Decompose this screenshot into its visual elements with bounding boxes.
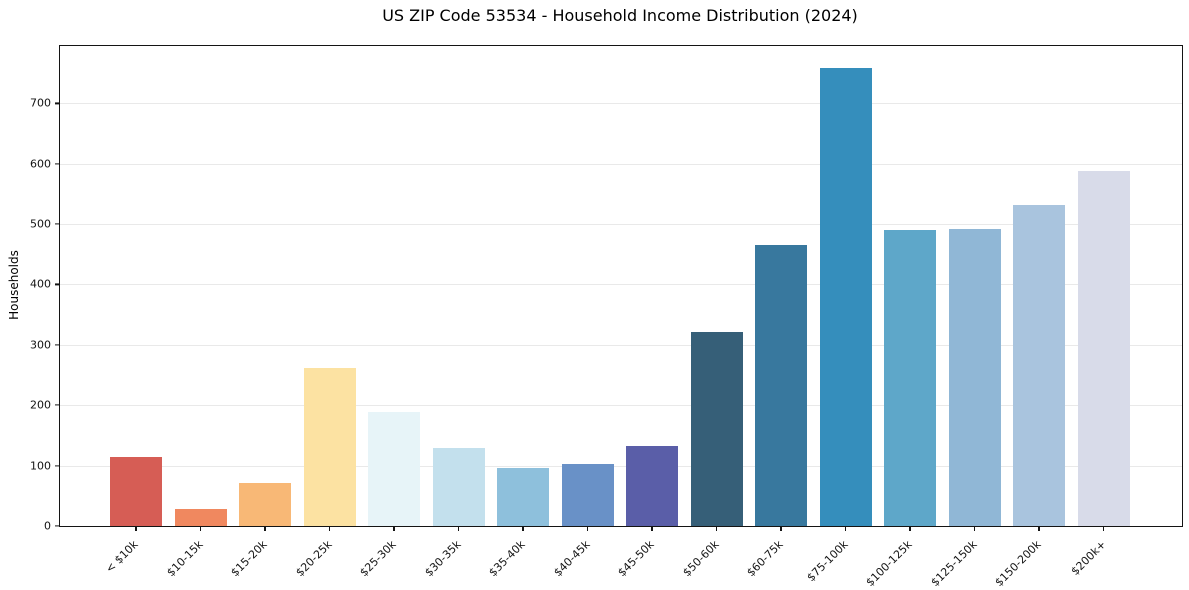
x-tick-mark (715, 526, 718, 531)
x-tick-mark (1038, 526, 1040, 531)
y-tick-label: 100 (30, 459, 51, 473)
bar (174, 508, 227, 526)
y-tick-mark (55, 465, 60, 467)
y-tick-mark (55, 223, 60, 225)
bar (755, 244, 807, 526)
y-tick-mark (55, 102, 60, 104)
chart-title: US ZIP Code 53534 - Household Income Dis… (382, 6, 858, 25)
x-tick-mark (135, 526, 137, 531)
y-tick-label: 200 (30, 398, 51, 412)
bar (948, 228, 1001, 526)
bar (303, 367, 356, 526)
y-tick-label: 500 (30, 217, 51, 231)
y-tick-label: 0 (44, 519, 51, 533)
y-axis-label: Households (7, 250, 21, 320)
bar (368, 411, 420, 526)
x-tick-mark (844, 526, 847, 531)
x-tick-mark (1102, 526, 1105, 531)
gridline (60, 163, 1182, 165)
x-tick-mark (328, 526, 331, 531)
x-tick-mark (586, 526, 589, 531)
y-tick-mark (55, 283, 60, 286)
x-tick-mark (973, 526, 976, 531)
plot-area: 0 100 200 300 400 500 600 700 < $10k $10-15k $15-2… (30, 45, 1183, 589)
y-tick-label: 700 (30, 96, 51, 110)
x-tick-mark (264, 526, 266, 531)
y-tick-label: 300 (30, 338, 51, 352)
x-tick-label: < $10k (103, 537, 141, 576)
gridline (60, 465, 1182, 467)
y-tick-mark (55, 163, 60, 165)
y-tick-label: 400 (30, 277, 51, 291)
x-tick-mark (393, 526, 395, 531)
x-tick-mark (780, 526, 782, 531)
bar (690, 331, 743, 526)
gridline (60, 344, 1182, 346)
y-tick-mark (55, 404, 60, 406)
bar (1013, 204, 1065, 526)
bar (561, 463, 614, 526)
y-tick-mark (55, 344, 60, 346)
gridline (60, 405, 1182, 407)
x-tick-mark (909, 526, 911, 531)
x-tick-mark (522, 526, 524, 531)
x-tick-mark (199, 526, 202, 531)
y-tick-mark (55, 525, 60, 527)
bar (1077, 170, 1130, 526)
bar (432, 447, 485, 526)
bar (110, 457, 162, 526)
bar (626, 445, 678, 526)
y-tick-label: 600 (30, 157, 51, 171)
bar (497, 468, 549, 526)
gridline (60, 224, 1182, 226)
gridline (60, 103, 1182, 105)
gridline (60, 284, 1182, 286)
x-tick-mark (457, 526, 460, 531)
x-tick-mark (651, 526, 653, 531)
bar (239, 482, 291, 526)
bar (819, 68, 872, 526)
bar (884, 229, 936, 526)
